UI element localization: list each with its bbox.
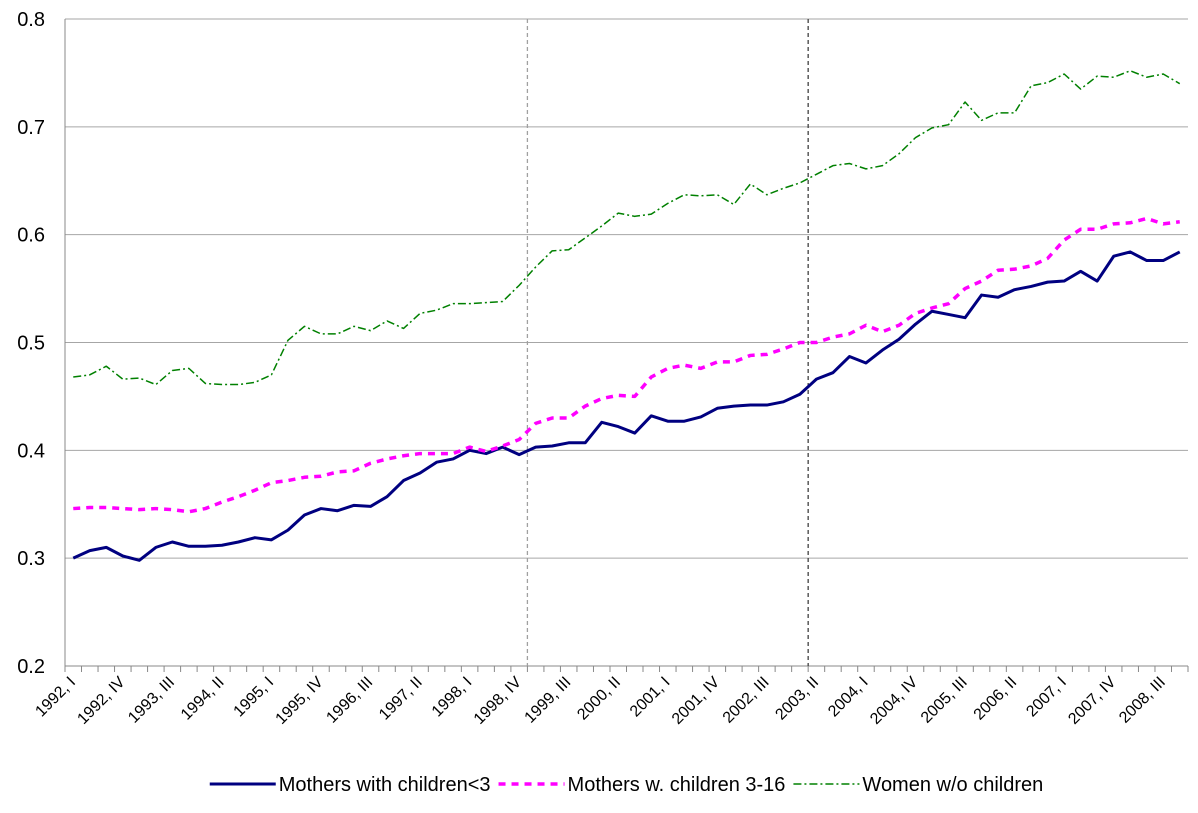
x-tick-label: 2001, I (627, 674, 674, 721)
series-line (73, 70, 1181, 386)
y-tick-label: 0.4 (17, 440, 45, 462)
x-tick-label: 1993, III (125, 674, 178, 727)
x-tick-label: 2004, IV (867, 674, 921, 728)
x-tick-label: 2003, II (772, 674, 822, 724)
x-tick-label: 1996, III (323, 674, 376, 727)
legend-label: Mothers w. children 3-16 (568, 774, 786, 796)
x-tick-label: 1994, II (178, 674, 228, 724)
x-tick-label: 1999, III (522, 674, 575, 727)
x-tick-label: 2007, I (1023, 674, 1070, 721)
y-tick-label: 0.8 (17, 9, 45, 31)
legend: Mothers with children<3 Mothers w. childr… (209, 774, 1043, 796)
y-tick-label: 0.6 (17, 225, 45, 247)
x-tick-label: 2002, III (720, 674, 773, 727)
y-tick-label: 0.2 (17, 656, 45, 678)
x-tick-label: 1997, II (376, 674, 426, 724)
x-tick-label: 2005, III (918, 674, 971, 727)
x-tick-label: 1992, I (32, 674, 79, 721)
series-line (73, 216, 1180, 514)
y-tick-label: 0.5 (17, 333, 45, 355)
x-tick-label: 2001, IV (669, 674, 723, 728)
x-tick-label: 1992, IV (74, 674, 128, 728)
y-tick-label: 0.3 (17, 548, 45, 570)
series-line (72, 250, 1181, 562)
x-tick-label: 2006, II (971, 674, 1021, 724)
x-tick-label: 1998, IV (471, 674, 525, 728)
x-tick-label: 1998, I (429, 674, 476, 721)
y-tick-label: 0.7 (17, 117, 45, 139)
legend-label: Women w/o children (862, 774, 1043, 796)
x-tick-label: 1995, I (231, 674, 278, 721)
x-tick-label: 2007, IV (1065, 674, 1119, 728)
x-tick-label: 2000, II (574, 674, 624, 724)
x-tick-label: 2004, I (825, 674, 872, 721)
x-tick-label: 2008, III (1116, 674, 1169, 727)
legend-label: Mothers with children<3 (279, 774, 491, 796)
x-tick-label: 1995, IV (273, 674, 327, 728)
